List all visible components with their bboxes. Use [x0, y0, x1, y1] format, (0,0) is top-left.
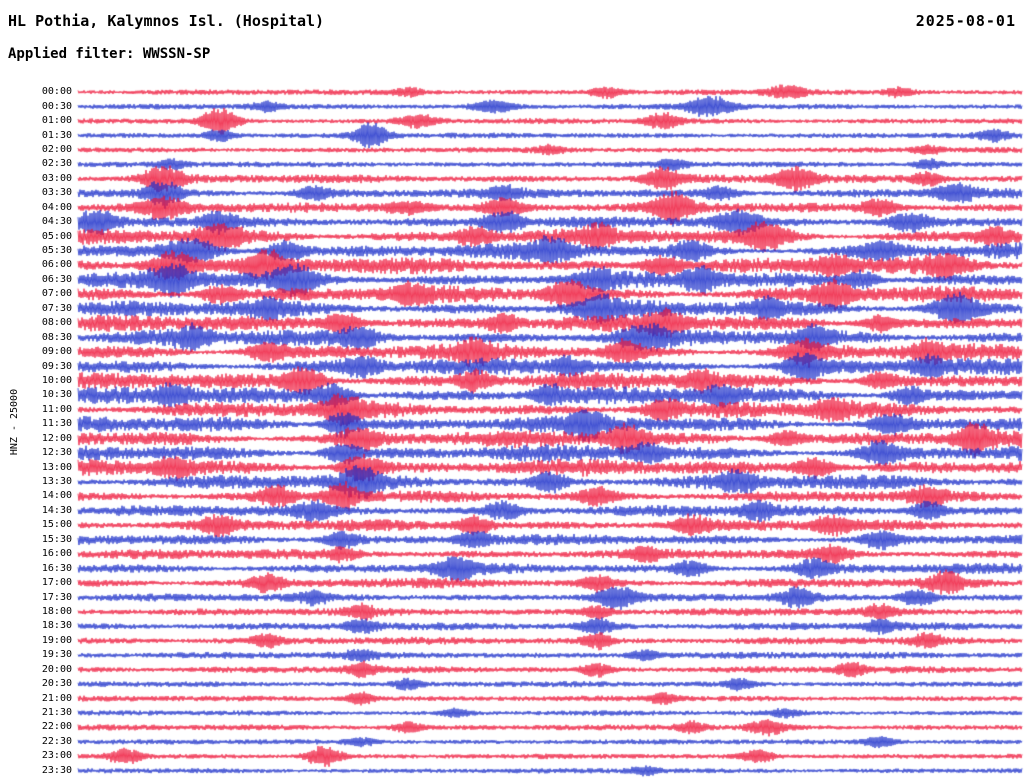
helicorder-canvas	[0, 0, 1024, 780]
helicorder-page: HL Pothia, Kalymnos Isl. (Hospital) 2025…	[0, 0, 1024, 780]
